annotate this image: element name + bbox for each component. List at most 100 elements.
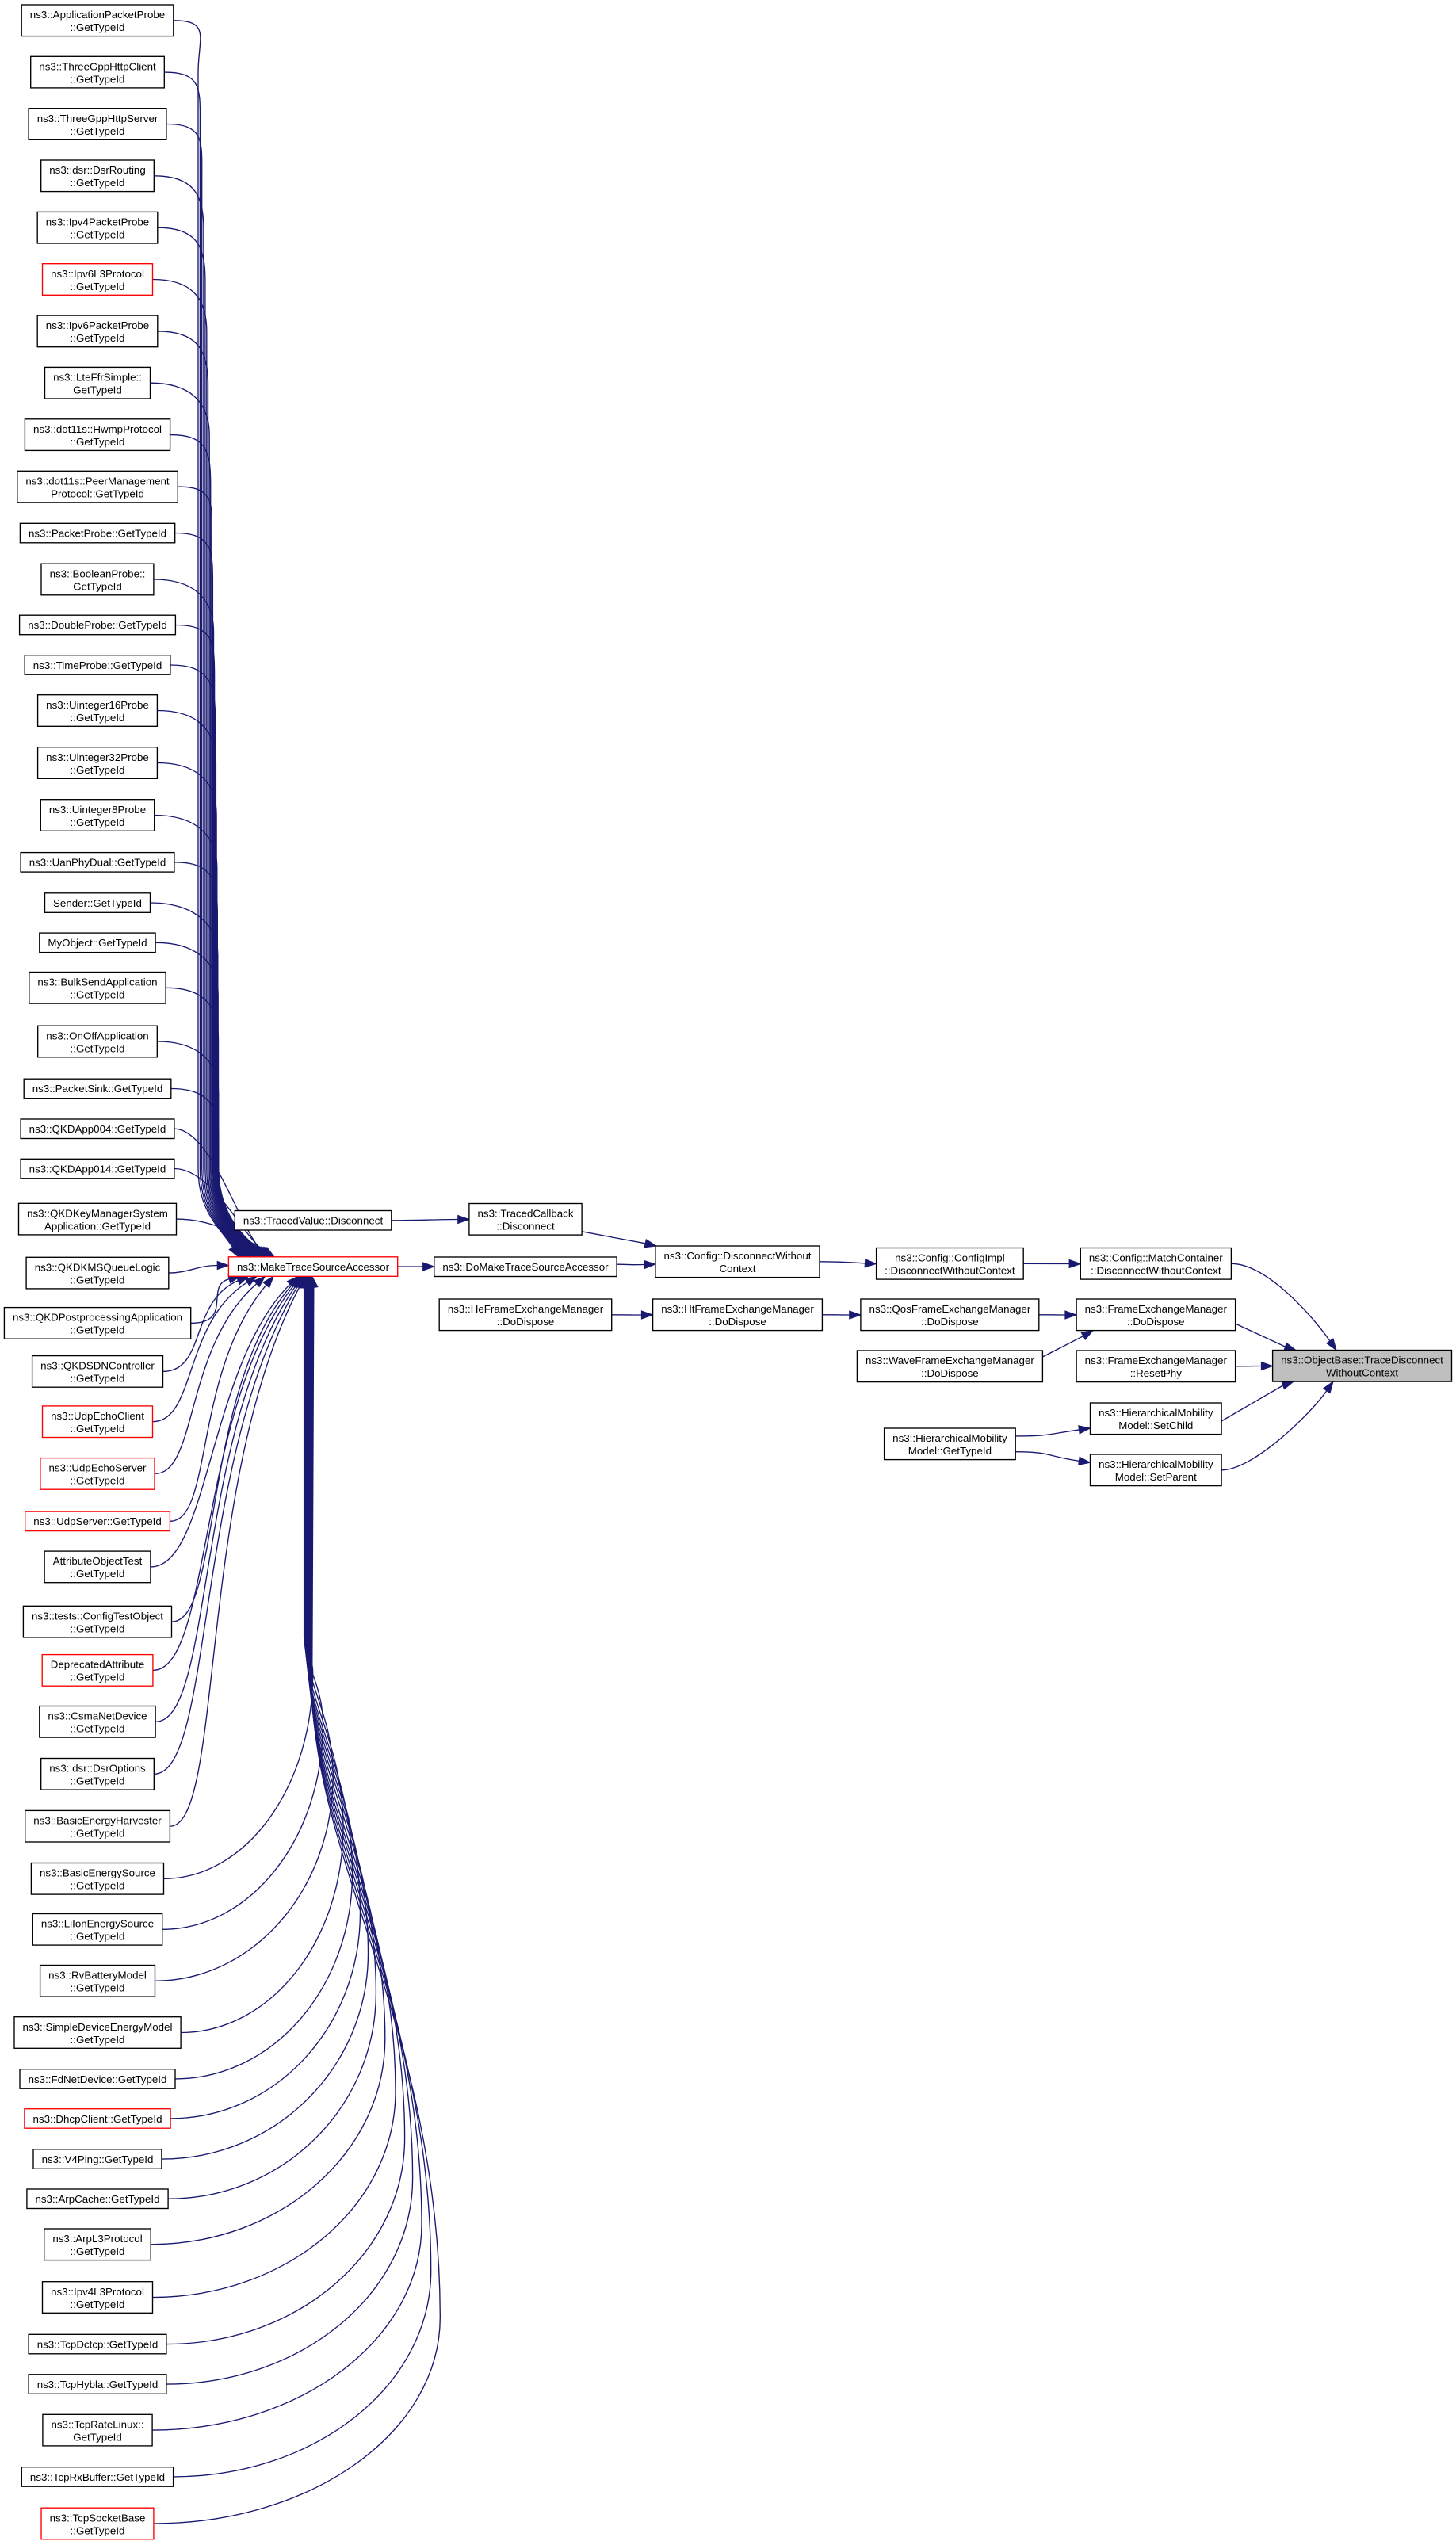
svg-text:ns3::LiIonEnergySource: ns3::LiIonEnergySource — [41, 1918, 154, 1930]
svg-text:ns3::Uinteger8Probe: ns3::Uinteger8Probe — [49, 804, 146, 816]
svg-text:::GetTypeId: ::GetTypeId — [71, 1982, 125, 1994]
svg-text:MyObject::GetTypeId: MyObject::GetTypeId — [48, 937, 147, 949]
svg-text:ns3::QKDApp004::GetTypeId: ns3::QKDApp004::GetTypeId — [29, 1123, 166, 1135]
svg-text:::GetTypeId: ::GetTypeId — [71, 989, 125, 1001]
svg-text:ns3::QKDKMSQueueLogic: ns3::QKDKMSQueueLogic — [35, 1261, 161, 1273]
svg-text:Context: Context — [720, 1263, 756, 1274]
svg-text:::GetTypeId: ::GetTypeId — [71, 177, 125, 189]
svg-text:::GetTypeId: ::GetTypeId — [71, 764, 125, 776]
svg-text:::GetTypeId: ::GetTypeId — [71, 436, 125, 448]
svg-text:ns3::ArpL3Protocol: ns3::ArpL3Protocol — [52, 2233, 142, 2245]
svg-text:ns3::WaveFrameExchangeManager: ns3::WaveFrameExchangeManager — [866, 1355, 1034, 1366]
svg-text:::GetTypeId: ::GetTypeId — [71, 1931, 125, 1943]
svg-text:GetTypeId: GetTypeId — [73, 384, 122, 396]
svg-text:::GetTypeId: ::GetTypeId — [71, 1373, 125, 1385]
svg-text:ns3::TcpSocketBase: ns3::TcpSocketBase — [50, 2512, 146, 2524]
svg-text:::GetTypeId: ::GetTypeId — [71, 229, 125, 241]
svg-text:::GetTypeId: ::GetTypeId — [71, 2524, 125, 2536]
svg-text:ns3::Uinteger32Probe: ns3::Uinteger32Probe — [46, 751, 149, 763]
svg-text:ns3::DoubleProbe::GetTypeId: ns3::DoubleProbe::GetTypeId — [28, 619, 167, 631]
svg-text:::GetTypeId: ::GetTypeId — [71, 281, 125, 292]
svg-text:ns3::FrameExchangeManager: ns3::FrameExchangeManager — [1085, 1355, 1228, 1366]
svg-text:ns3::Config::MatchContainer: ns3::Config::MatchContainer — [1089, 1252, 1223, 1264]
svg-text:ns3::BasicEnergyHarvester: ns3::BasicEnergyHarvester — [33, 1815, 162, 1827]
svg-text:ns3::HierarchicalMobility: ns3::HierarchicalMobility — [1099, 1407, 1213, 1419]
svg-text:::GetTypeId: ::GetTypeId — [71, 1042, 125, 1054]
svg-text:Sender::GetTypeId: Sender::GetTypeId — [53, 897, 142, 909]
svg-text:ns3::FrameExchangeManager: ns3::FrameExchangeManager — [1085, 1303, 1228, 1315]
svg-text:ns3::V4Ping::GetTypeId: ns3::V4Ping::GetTypeId — [42, 2153, 154, 2165]
svg-text:ns3::dot11s::HwmpProtocol: ns3::dot11s::HwmpProtocol — [33, 423, 162, 435]
svg-text:ns3::Uinteger16Probe: ns3::Uinteger16Probe — [46, 699, 149, 711]
svg-text:ns3::tests::ConfigTestObject: ns3::tests::ConfigTestObject — [32, 1610, 163, 1622]
svg-text:DeprecatedAttribute: DeprecatedAttribute — [51, 1659, 145, 1671]
svg-text:ns3::UdpEchoClient: ns3::UdpEchoClient — [51, 1410, 144, 1422]
svg-text:ns3::Ipv4PacketProbe: ns3::Ipv4PacketProbe — [46, 216, 149, 228]
svg-text:ns3::FdNetDevice::GetTypeId: ns3::FdNetDevice::GetTypeId — [29, 2073, 167, 2085]
svg-text:ns3::Config::DisconnectWithout: ns3::Config::DisconnectWithout — [664, 1250, 812, 1262]
svg-text:::GetTypeId: ::GetTypeId — [71, 1723, 125, 1735]
svg-text:GetTypeId: GetTypeId — [73, 2431, 122, 2443]
svg-text:ns3::HeFrameExchangeManager: ns3::HeFrameExchangeManager — [448, 1303, 604, 1315]
svg-text:ns3::TcpRxBuffer::GetTypeId: ns3::TcpRxBuffer::GetTypeId — [30, 2471, 165, 2483]
svg-text:ns3::PacketSink::GetTypeId: ns3::PacketSink::GetTypeId — [32, 1083, 162, 1095]
svg-text:ns3::HierarchicalMobility: ns3::HierarchicalMobility — [892, 1432, 1007, 1444]
svg-text:ns3::CsmaNetDevice: ns3::CsmaNetDevice — [48, 1710, 147, 1722]
svg-text:ns3::MakeTraceSourceAccessor: ns3::MakeTraceSourceAccessor — [237, 1261, 390, 1273]
svg-text:::DoDispose: ::DoDispose — [921, 1316, 979, 1328]
svg-text:::GetTypeId: ::GetTypeId — [71, 2299, 125, 2310]
svg-text:Model::SetChild: Model::SetChild — [1118, 1420, 1193, 1431]
svg-text:ns3::Ipv4L3Protocol: ns3::Ipv4L3Protocol — [51, 2286, 144, 2298]
svg-text:::DisconnectWithoutContext: ::DisconnectWithoutContext — [1091, 1265, 1221, 1277]
svg-text:ns3::QKDApp014::GetTypeId: ns3::QKDApp014::GetTypeId — [29, 1163, 166, 1175]
svg-text:AttributeObjectTest: AttributeObjectTest — [53, 1555, 143, 1567]
svg-text:ns3::QKDKeyManagerSystem: ns3::QKDKeyManagerSystem — [27, 1207, 168, 1219]
svg-text:ns3::DoMakeTraceSourceAccessor: ns3::DoMakeTraceSourceAccessor — [442, 1261, 609, 1273]
svg-text:::GetTypeId: ::GetTypeId — [71, 816, 125, 828]
svg-text:ns3::UdpServer::GetTypeId: ns3::UdpServer::GetTypeId — [33, 1515, 162, 1527]
svg-text:ns3::TcpRateLinux::: ns3::TcpRateLinux:: — [51, 2418, 143, 2430]
svg-text:ns3::SimpleDeviceEnergyModel: ns3::SimpleDeviceEnergyModel — [23, 2021, 173, 2033]
svg-text:::GetTypeId: ::GetTypeId — [71, 1475, 125, 1487]
svg-text:ns3::TimeProbe::GetTypeId: ns3::TimeProbe::GetTypeId — [33, 659, 162, 671]
svg-text:ns3::TracedCallback: ns3::TracedCallback — [478, 1208, 574, 1220]
svg-text:ns3::dsr::DsrOptions: ns3::dsr::DsrOptions — [49, 1763, 146, 1775]
svg-text:::GetTypeId: ::GetTypeId — [71, 125, 125, 137]
svg-text:ns3::DhcpClient::GetTypeId: ns3::DhcpClient::GetTypeId — [33, 2113, 162, 2125]
svg-text:ns3::UanPhyDual::GetTypeId: ns3::UanPhyDual::GetTypeId — [29, 857, 166, 869]
svg-text:::GetTypeId: ::GetTypeId — [71, 1672, 125, 1683]
svg-text:::DisconnectWithoutContext: ::DisconnectWithoutContext — [885, 1265, 1015, 1277]
svg-text:ns3::dot11s::PeerManagement: ns3::dot11s::PeerManagement — [25, 475, 170, 487]
svg-text:ns3::dsr::DsrRouting: ns3::dsr::DsrRouting — [49, 164, 145, 176]
svg-text:::GetTypeId: ::GetTypeId — [71, 1423, 125, 1435]
svg-text:::GetTypeId: ::GetTypeId — [71, 1568, 125, 1580]
svg-text:::GetTypeId: ::GetTypeId — [71, 1775, 125, 1787]
svg-text:ns3::RvBatteryModel: ns3::RvBatteryModel — [48, 1970, 147, 1981]
svg-text:ns3::PacketProbe::GetTypeId: ns3::PacketProbe::GetTypeId — [29, 527, 166, 539]
svg-text:ns3::BasicEnergySource: ns3::BasicEnergySource — [40, 1867, 155, 1879]
svg-text:ns3::HierarchicalMobility: ns3::HierarchicalMobility — [1099, 1458, 1213, 1470]
svg-text:ns3::ThreeGppHttpServer: ns3::ThreeGppHttpServer — [37, 113, 159, 124]
svg-text:GetTypeId: GetTypeId — [73, 580, 122, 592]
svg-text:ns3::QosFrameExchangeManager: ns3::QosFrameExchangeManager — [869, 1303, 1031, 1315]
svg-text:::GetTypeId: ::GetTypeId — [71, 1828, 125, 1840]
svg-text:::ResetPhy: ::ResetPhy — [1130, 1367, 1183, 1379]
svg-text:::DoDispose: ::DoDispose — [921, 1367, 979, 1379]
svg-text:::Disconnect: ::Disconnect — [496, 1221, 555, 1232]
svg-text:::DoDispose: ::DoDispose — [709, 1316, 766, 1328]
svg-text:ns3::Config::ConfigImpl: ns3::Config::ConfigImpl — [895, 1252, 1005, 1264]
svg-text:WithoutContext: WithoutContext — [1326, 1367, 1398, 1379]
svg-text:ns3::QKDPostprocessingApplicat: ns3::QKDPostprocessingApplication — [13, 1312, 182, 1324]
svg-text:ns3::UdpEchoServer: ns3::UdpEchoServer — [49, 1462, 147, 1474]
svg-text:ns3::QKDSDNController: ns3::QKDSDNController — [40, 1360, 155, 1372]
svg-text:ns3::TcpDctcp::GetTypeId: ns3::TcpDctcp::GetTypeId — [37, 2338, 159, 2350]
svg-text:::DoDispose: ::DoDispose — [1127, 1316, 1185, 1328]
svg-text:::GetTypeId: ::GetTypeId — [71, 712, 125, 724]
svg-text:Protocol::GetTypeId: Protocol::GetTypeId — [51, 487, 144, 499]
svg-text:::GetTypeId: ::GetTypeId — [71, 1622, 125, 1634]
svg-text:ns3::TracedValue::Disconnect: ns3::TracedValue::Disconnect — [243, 1215, 384, 1227]
svg-text:::GetTypeId: ::GetTypeId — [71, 332, 125, 344]
svg-text:ns3::ApplicationPacketProbe: ns3::ApplicationPacketProbe — [30, 9, 165, 21]
svg-text:::GetTypeId: ::GetTypeId — [71, 2034, 125, 2046]
svg-text:ns3::BulkSendApplication: ns3::BulkSendApplication — [37, 976, 157, 988]
